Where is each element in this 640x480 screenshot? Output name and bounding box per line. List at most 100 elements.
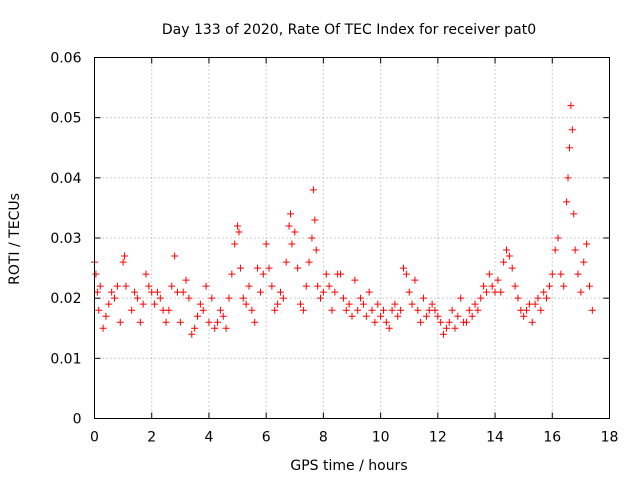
data-point [480,282,488,290]
data-point [122,282,130,290]
data-point [92,270,100,278]
data-point [176,318,184,326]
data-point [537,306,545,314]
data-point [397,306,405,314]
data-point [248,306,256,314]
y-tick-label: 0 [73,412,82,428]
data-point [557,270,565,278]
x-tick-label: 12 [429,430,447,446]
data-point [165,306,173,314]
data-point [583,240,591,248]
y-tick-label: 0.06 [50,51,81,67]
data-point [245,282,253,290]
data-point [437,318,445,326]
y-tick-label: 0.01 [50,351,81,367]
data-point [451,324,459,332]
data-point [534,294,542,302]
data-point [308,234,316,242]
data-point [371,318,379,326]
data-point [388,306,396,314]
data-point [457,294,465,302]
data-point [205,318,213,326]
data-point [337,270,345,278]
y-axis-label: ROTI / TECUs [7,193,23,285]
data-point [299,306,307,314]
data-point [434,312,442,320]
data-point [465,306,473,314]
data-point [211,324,219,332]
data-point [528,318,536,326]
y-tick-label: 0.04 [50,171,81,187]
data-point [508,264,516,272]
data-point [188,330,196,338]
data-point [265,264,273,272]
x-tick-label: 14 [486,430,504,446]
data-point [185,294,193,302]
data-point [121,252,129,260]
data-point [231,240,239,248]
data-point [274,300,282,308]
data-point [196,300,204,308]
data-point [319,288,327,296]
data-point [242,300,250,308]
data-point [102,312,110,320]
data-point [417,318,425,326]
data-point [113,282,121,290]
data-point [162,318,170,326]
data-point [474,306,482,314]
chart-title: Day 133 of 2020, Rate Of TEC Index for r… [162,22,536,38]
data-point [563,198,571,206]
data-point [400,264,407,272]
data-point [254,264,262,272]
data-point [497,288,505,296]
data-point [93,288,101,296]
data-point [311,216,319,224]
data-point [171,252,179,260]
y-tick-label: 0.03 [50,231,81,247]
data-point [156,294,164,302]
data-point [422,312,430,320]
data-points [91,102,596,338]
axes: 0 2 4 6 8 10 12 14 16 18 0 0.01 0.02 0.03 0.04 0.05 0.06 [50,51,618,446]
x-tick-label: 8 [319,430,328,446]
data-point [405,288,413,296]
data-point [471,300,479,308]
data-point [482,288,490,296]
data-point [219,312,227,320]
data-point [468,312,476,320]
data-point [214,318,222,326]
data-point [286,210,294,218]
data-point [199,306,207,314]
data-point [271,306,279,314]
data-point [179,288,187,296]
data-point [317,294,325,302]
data-point [520,312,528,320]
data-point [297,300,304,308]
data-point [385,324,393,332]
data-point [305,258,313,266]
data-point [314,282,322,290]
data-point [339,294,347,302]
data-point [236,264,244,272]
data-point [462,318,470,326]
data-point [291,228,299,236]
data-point [142,270,150,278]
data-point [99,324,107,332]
data-point [402,270,410,278]
data-point [531,300,539,308]
x-tick-label: 4 [204,430,213,446]
data-point [374,300,382,308]
data-point [216,306,224,314]
data-point [262,240,270,248]
data-point [139,300,147,308]
data-point [514,294,522,302]
data-point [588,306,596,314]
data-point [119,258,127,266]
data-point [442,324,450,332]
data-point [95,306,103,314]
y-tick-label: 0.02 [50,291,81,307]
data-point [431,306,439,314]
plot-frame [94,57,610,419]
data-point [548,270,556,278]
